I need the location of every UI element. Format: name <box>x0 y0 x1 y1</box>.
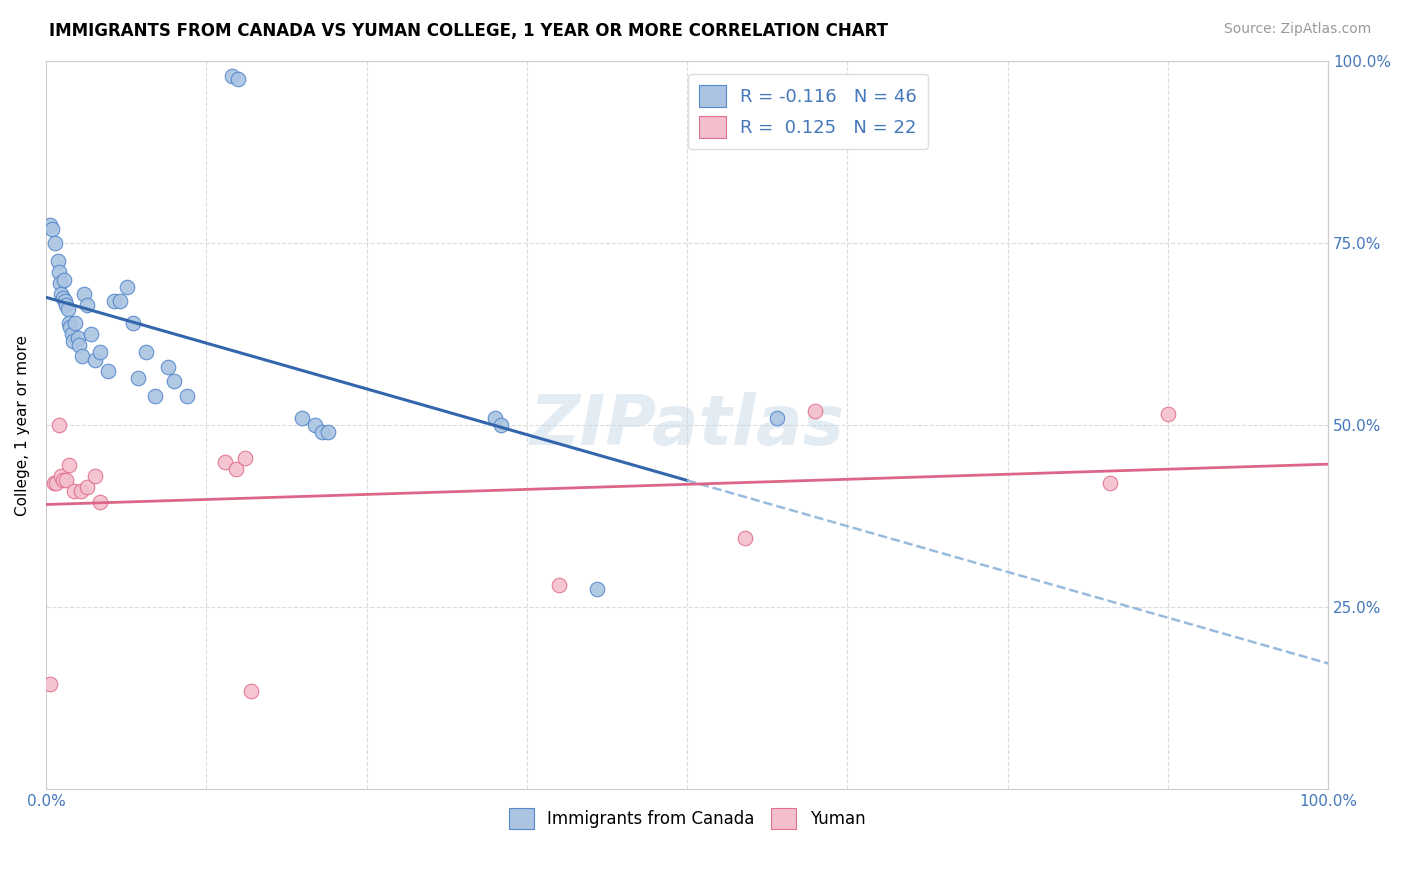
Point <box>52 291 75 305</box>
Point <box>316 425 339 440</box>
Point <box>83 352 105 367</box>
Point <box>127 371 149 385</box>
Point <box>60 327 83 342</box>
Point <box>89 345 111 359</box>
Point <box>734 531 756 545</box>
Point <box>38 218 60 232</box>
Point <box>63 483 86 498</box>
Point <box>765 410 787 425</box>
Point <box>304 418 326 433</box>
Y-axis label: College, 1 year or more: College, 1 year or more <box>15 334 30 516</box>
Point <box>49 276 72 290</box>
Point <box>52 272 75 286</box>
Point <box>45 476 67 491</box>
Point <box>586 582 609 596</box>
Point <box>547 578 569 592</box>
Point <box>76 298 98 312</box>
Text: IMMIGRANTS FROM CANADA VS YUMAN COLLEGE, 1 YEAR OR MORE CORRELATION CHART: IMMIGRANTS FROM CANADA VS YUMAN COLLEGE,… <box>49 22 889 40</box>
Point <box>1099 476 1122 491</box>
Point <box>221 69 243 83</box>
Point <box>69 483 91 498</box>
Point <box>62 334 84 349</box>
Point <box>103 294 125 309</box>
Point <box>48 265 70 279</box>
Text: ZIPatlas: ZIPatlas <box>530 392 845 458</box>
Point <box>311 425 333 440</box>
Point <box>58 458 80 473</box>
Point <box>41 221 63 235</box>
Point <box>214 454 236 468</box>
Point <box>56 301 79 316</box>
Text: Source: ZipAtlas.com: Source: ZipAtlas.com <box>1223 22 1371 37</box>
Point <box>52 473 75 487</box>
Point <box>240 684 263 698</box>
Point <box>38 676 60 690</box>
Point <box>55 298 77 312</box>
Point <box>80 327 103 342</box>
Point <box>51 287 73 301</box>
Point <box>291 410 314 425</box>
Point <box>143 389 166 403</box>
Point <box>44 236 66 251</box>
Legend: Immigrants from Canada, Yuman: Immigrants from Canada, Yuman <box>502 802 872 836</box>
Point <box>70 349 93 363</box>
Point <box>176 389 198 403</box>
Point <box>89 494 111 508</box>
Point <box>42 476 65 491</box>
Point <box>96 363 118 377</box>
Point <box>135 345 157 359</box>
Point <box>110 294 132 309</box>
Point <box>1157 407 1180 421</box>
Point <box>804 403 827 417</box>
Point <box>46 254 69 268</box>
Point <box>66 331 89 345</box>
Point <box>156 359 179 374</box>
Point <box>489 418 512 433</box>
Point <box>226 72 249 87</box>
Point <box>73 287 96 301</box>
Point <box>55 473 77 487</box>
Point <box>83 469 105 483</box>
Point <box>122 316 145 330</box>
Point <box>115 280 138 294</box>
Point <box>233 450 256 465</box>
Point <box>65 316 87 330</box>
Point <box>48 418 70 433</box>
Point <box>51 469 73 483</box>
Point <box>53 294 76 309</box>
Point <box>225 462 247 476</box>
Point <box>163 375 186 389</box>
Point <box>58 316 80 330</box>
Point <box>484 410 506 425</box>
Point <box>67 338 90 352</box>
Point <box>76 480 98 494</box>
Point <box>59 319 82 334</box>
